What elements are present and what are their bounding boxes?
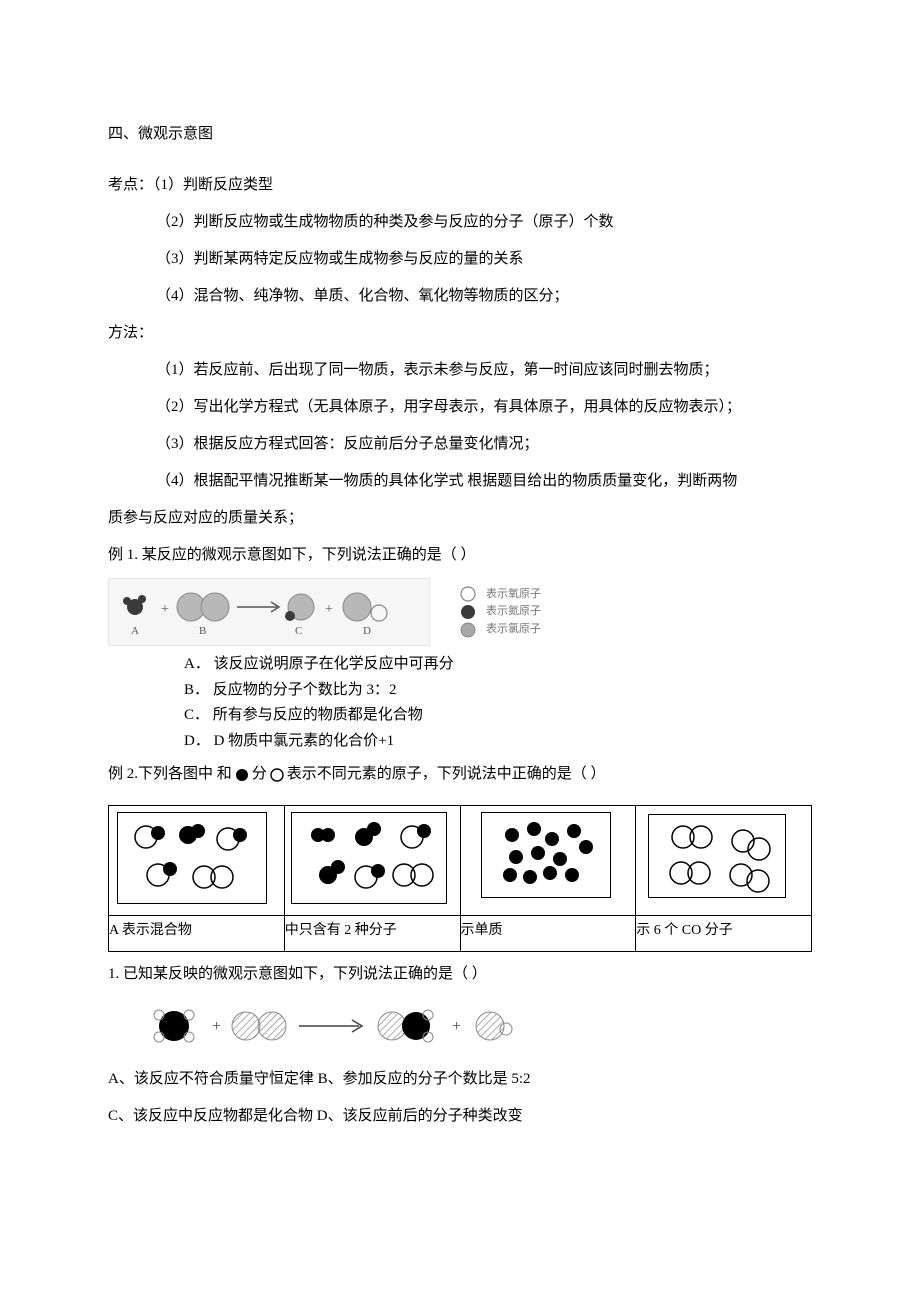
option-b: B． 反应物的分子个数比为 3：2 [184, 678, 812, 704]
ex2-label-c: 示单质 [460, 916, 636, 952]
ex2-text-a: 例 2.下列各图中 和 [108, 758, 232, 791]
fangfa-item: （4）根据配平情况推断某一物质的具体化学式 根据题目给出的物质质量变化，判断两物 [108, 465, 812, 498]
legend-text: 表示氧原子 [486, 586, 541, 604]
legend-row: 表示氧原子 [460, 586, 541, 604]
ex2-cell-b [284, 806, 460, 916]
ex2-svg-c [482, 813, 612, 899]
ex2-cell-d [636, 806, 812, 916]
ex2-svg-b [292, 813, 448, 905]
fangfa-item: （2）写出化学方程式（无具体原子，用字母表示，有具体原子，用具体的反应物表示）； [108, 391, 812, 424]
option-a: A． 该反应说明原子在化学反应中可再分 [184, 652, 812, 678]
ex2-svg-a [118, 813, 268, 905]
legend-row: 表示氯原子 [460, 621, 541, 639]
option-c: C． 所有参与反应的物质都是化合物 [184, 703, 812, 729]
ex2-cell-c [460, 806, 636, 916]
ex1-reaction-svg: + + [109, 579, 429, 645]
ex1-label-a: A [131, 619, 139, 643]
svg-text:+: + [452, 1018, 461, 1035]
ex2-stem: 例 2.下列各图中 和 分 表示不同元素的原子，下列说法中正确的是（ ） [108, 758, 812, 791]
ex2-label-a: A 表示混合物 [109, 916, 285, 952]
ex1-stem: 例 1. 某反应的微观示意图如下，下列说法正确的是（ ） [108, 539, 812, 572]
svg-text:+: + [212, 1018, 221, 1035]
ex2-cell-a [109, 806, 285, 916]
ex1-diagram: + + A B C D 表示氧原子 表示氮原子 [108, 578, 812, 646]
ex2-text-c: 表示不同元素的原子，下列说法中正确的是（ ） [287, 758, 606, 791]
ex1-label-d: D [363, 619, 371, 643]
ex2-label-b: 中只含有 2 种分子 [284, 916, 460, 952]
section-title: 四、微观示意图 [108, 118, 812, 151]
fangfa-item: （1）若反应前、后出现了同一物质，表示未参与反应，第一时间应该同时删去物质； [108, 354, 812, 387]
ex1-legend: 表示氧原子 表示氮原子 表示氯原子 [460, 586, 541, 639]
kaodian-label: 考点：（1）判断反应类型 [108, 169, 812, 202]
q1-opts-line2: C、该反应中反应物都是化合物 D、该反应前后的分子种类改变 [108, 1100, 812, 1133]
q1-diagram: + + [134, 1001, 812, 1051]
ex1-label-b: B [199, 619, 206, 643]
option-d: D． D 物质中氯元素的化合价+1 [184, 729, 812, 755]
legend-row: 表示氮原子 [460, 603, 541, 621]
ex1-label-c: C [295, 619, 302, 643]
kaodian-item: （3）判断某两特定反应物或生成物参与反应的量的关系 [108, 243, 812, 276]
kaodian-item: （4）混合物、纯净物、单质、化合物、氧化物等物质的区分； [108, 280, 812, 313]
svg-text:+: + [325, 602, 333, 617]
q1-opts-line1: A、该反应不符合质量守恒定律 B、参加反应的分子个数比是 5:2 [108, 1063, 812, 1096]
ex2-label-d: 示 6 个 CO 分子 [636, 916, 812, 952]
kaodian-item: （2）判断反应物或生成物物质的种类及参与反应的分子（原子）个数 [108, 206, 812, 239]
fangfa-item: （3）根据反应方程式回答：反应前后分子总量变化情况； [108, 428, 812, 461]
atom-outline-icon [270, 768, 284, 782]
ex2-table: A 表示混合物 中只含有 2 种分子 示单质 示 6 个 CO 分子 [108, 805, 812, 952]
ex1-options: A． 该反应说明原子在化学反应中可再分 B． 反应物的分子个数比为 3：2 C．… [108, 652, 812, 754]
svg-text:+: + [161, 602, 169, 617]
q1-reaction-svg: + + [134, 1001, 554, 1051]
ex1-reaction-box: + + A B C D [108, 578, 430, 646]
ex2-svg-d [649, 815, 787, 899]
legend-text: 表示氯原子 [486, 621, 541, 639]
fangfa-label: 方法： [108, 317, 812, 350]
atom-black-icon [235, 768, 249, 782]
legend-text: 表示氮原子 [486, 603, 541, 621]
fangfa-cont: 质参与反应对应的质量关系； [108, 502, 812, 535]
q1-stem: 1. 已知某反映的微观示意图如下，下列说法正确的是（ ） [108, 958, 812, 991]
ex2-text-b: 分 [252, 758, 267, 791]
